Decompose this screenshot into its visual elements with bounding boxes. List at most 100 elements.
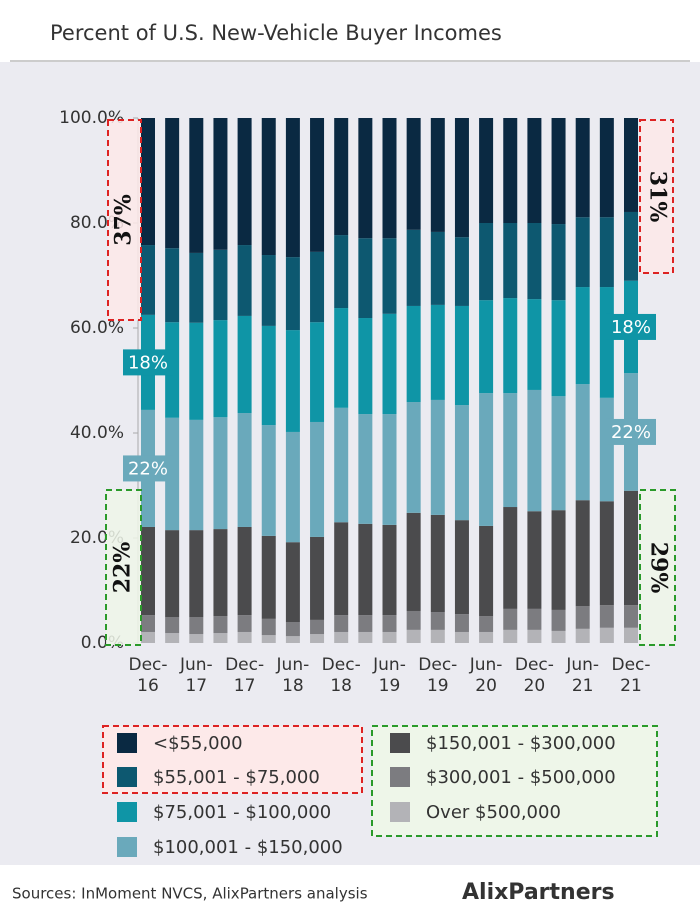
bar-segment bbox=[213, 633, 228, 643]
bar-segment bbox=[454, 614, 469, 632]
bar-segment bbox=[527, 223, 542, 300]
bar-segment bbox=[237, 118, 252, 246]
bar-segment bbox=[213, 417, 228, 530]
bar-segment bbox=[406, 512, 421, 611]
bar-segment bbox=[503, 118, 518, 223]
bar-segment bbox=[599, 501, 614, 606]
bar-segment bbox=[165, 248, 180, 323]
legend-swatch bbox=[390, 733, 410, 753]
bar-segment bbox=[165, 617, 180, 634]
bar-segment bbox=[358, 631, 373, 643]
bar-segment bbox=[503, 298, 518, 394]
bar-segment bbox=[503, 507, 518, 609]
x-tick-label: Jun-18 bbox=[276, 655, 310, 696]
x-tick-label: Jun-20 bbox=[469, 655, 503, 696]
bar-segment bbox=[310, 421, 325, 537]
bar-segment bbox=[358, 615, 373, 632]
bar-segment bbox=[189, 634, 204, 643]
bar-segment bbox=[551, 396, 566, 511]
bar-segment bbox=[165, 633, 180, 643]
bar-segment bbox=[430, 612, 445, 630]
annotation-box bbox=[107, 119, 142, 321]
bar-segment bbox=[430, 629, 445, 643]
bar-segment bbox=[551, 609, 566, 631]
bar-segment bbox=[406, 229, 421, 306]
bar-segment bbox=[261, 535, 276, 619]
bar-segment bbox=[237, 631, 252, 643]
bar-segment bbox=[165, 118, 180, 249]
bar-segment bbox=[624, 605, 638, 628]
bar-segment bbox=[237, 413, 252, 527]
bar-segment bbox=[479, 300, 494, 394]
bar-segment bbox=[527, 511, 542, 609]
bar-segment bbox=[334, 615, 349, 632]
bar-segment bbox=[358, 414, 373, 524]
bar-segment bbox=[334, 235, 349, 309]
bar-segment bbox=[261, 618, 276, 636]
bar-segment bbox=[141, 615, 155, 632]
legend-label: <$55,000 bbox=[153, 733, 243, 754]
bar-segment bbox=[430, 304, 445, 400]
bar-segment bbox=[575, 118, 590, 218]
x-tick-label: Dec-17 bbox=[225, 655, 265, 696]
bar-segment bbox=[382, 615, 397, 632]
bar-segment bbox=[454, 118, 469, 238]
x-tick-label: Dec-20 bbox=[514, 655, 554, 696]
x-tick-label: Jun-21 bbox=[566, 655, 600, 696]
bar-segment bbox=[575, 287, 590, 385]
bar-segment bbox=[406, 305, 421, 403]
bar-segment bbox=[479, 118, 494, 223]
bar-segment bbox=[454, 631, 469, 643]
bar-segment bbox=[624, 118, 638, 212]
bar-segment bbox=[454, 305, 469, 406]
logo: AlixPartners bbox=[462, 880, 615, 905]
legend-swatch bbox=[117, 802, 137, 822]
legend-label: $150,001 - $300,000 bbox=[426, 733, 616, 754]
legend-swatch bbox=[390, 767, 410, 787]
bar-segment bbox=[406, 402, 421, 513]
bar-segment bbox=[237, 615, 252, 632]
bar-segment bbox=[382, 118, 397, 239]
bar-segment bbox=[575, 606, 590, 629]
value-label: 22% bbox=[611, 422, 651, 443]
bar-segment bbox=[551, 510, 566, 610]
bar-segment bbox=[213, 616, 228, 634]
bar-segment bbox=[285, 330, 300, 432]
bar-segment bbox=[479, 525, 494, 617]
bar-segment bbox=[599, 397, 614, 502]
bar-segment bbox=[310, 322, 325, 422]
bar-segment bbox=[382, 631, 397, 643]
bar-segment bbox=[310, 536, 325, 620]
bar-segment bbox=[285, 257, 300, 331]
bar-segment bbox=[261, 635, 276, 643]
legend-label: $300,001 - $500,000 bbox=[426, 767, 616, 788]
source-note: Sources: InMoment NVCS, AlixPartners ana… bbox=[12, 885, 368, 903]
value-label: 18% bbox=[611, 317, 651, 338]
bar-segment bbox=[430, 399, 445, 515]
annotation-box bbox=[105, 489, 142, 646]
bar-segment bbox=[334, 522, 349, 616]
bar-segment bbox=[141, 526, 155, 616]
bar-segment bbox=[430, 118, 445, 232]
bar-segment bbox=[527, 118, 542, 223]
legend-label: $75,001 - $100,000 bbox=[153, 802, 331, 823]
legend-swatch bbox=[117, 767, 137, 787]
bar-segment bbox=[624, 627, 638, 643]
bar-segment bbox=[310, 634, 325, 643]
bar-segment bbox=[527, 299, 542, 390]
bar-segment bbox=[527, 389, 542, 512]
bar-segment bbox=[285, 636, 300, 643]
bar-segment bbox=[189, 419, 204, 531]
bar-segment bbox=[575, 500, 590, 607]
bar-segment bbox=[575, 628, 590, 643]
value-label: 18% bbox=[128, 352, 168, 373]
bar-segment bbox=[358, 523, 373, 616]
bar-segment bbox=[479, 631, 494, 643]
bar-segment bbox=[382, 238, 397, 314]
legend-swatch bbox=[390, 802, 410, 822]
bar-segment bbox=[213, 118, 228, 250]
bar-segment bbox=[479, 223, 494, 301]
bar-segment bbox=[237, 245, 252, 316]
